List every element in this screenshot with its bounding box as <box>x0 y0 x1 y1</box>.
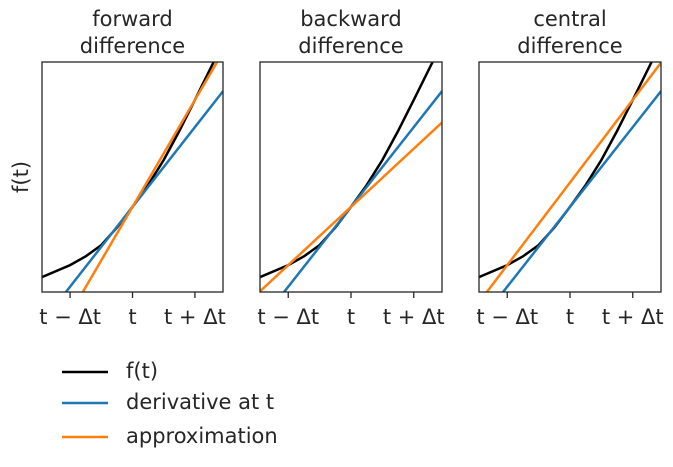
series-line <box>501 90 661 292</box>
plot-area <box>42 62 223 292</box>
x-tick-label: t <box>347 305 355 329</box>
panel-title: forward difference <box>79 7 186 58</box>
legend-label: f(t) <box>126 359 158 383</box>
series-line <box>260 121 442 292</box>
series-line <box>479 62 653 279</box>
x-tick-label: t − Δt <box>39 305 101 329</box>
x-tick-label: t + Δt <box>602 305 664 329</box>
x-tick-label: t − Δt <box>257 305 319 329</box>
plot-area <box>260 62 442 292</box>
x-tick-label: t <box>566 305 574 329</box>
x-tick-label: t + Δt <box>383 305 445 329</box>
series-line <box>42 62 215 279</box>
series-line <box>485 62 661 292</box>
series-line <box>260 62 434 279</box>
x-tick-label: t − Δt <box>476 305 538 329</box>
panel-title: backward difference <box>298 7 404 58</box>
plot-area <box>479 62 661 292</box>
y-axis-label: f(t) <box>9 161 33 193</box>
legend-label: approximation <box>126 424 278 448</box>
x-tick-label: t + Δt <box>164 305 226 329</box>
panel-title: central difference <box>517 7 623 58</box>
x-tick-label: t <box>128 305 136 329</box>
series-line <box>81 62 219 292</box>
legend-label: derivative at t <box>126 390 274 414</box>
